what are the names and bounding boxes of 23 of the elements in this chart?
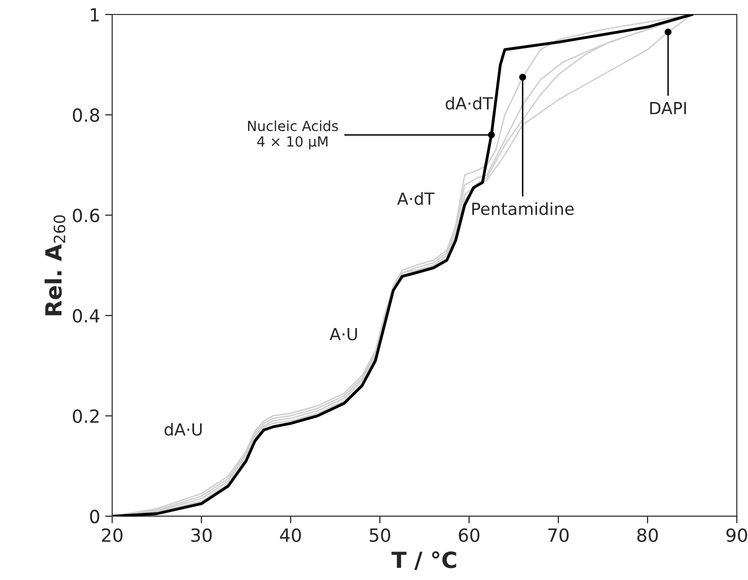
y-tick-label: 0.6	[72, 208, 100, 222]
annotation: Pentamidine	[472, 202, 574, 216]
x-tick-label: 60	[458, 528, 480, 542]
annotation: A·dT	[397, 192, 435, 205]
x-tick-label: 80	[637, 528, 658, 542]
x-tick-label: 20	[102, 528, 122, 542]
y-tick-label: 0.8	[72, 108, 100, 122]
annotation: Nucleic Acids 4 × 10 μM	[248, 120, 338, 150]
annotation: A·U	[330, 328, 357, 340]
x-tick-label: 50	[370, 528, 390, 542]
x-tick-label: 90	[726, 528, 748, 542]
y-tick-label: 0.4	[72, 308, 100, 323]
y-tick-label: 0	[90, 510, 100, 524]
x-tick-label: 40	[280, 528, 301, 542]
annotation: dA·dT	[446, 96, 493, 110]
y-axis-title: Rel. A$_{260}$	[44, 215, 66, 316]
annotation: dA·U	[164, 422, 202, 436]
x-axis-title: T / °C	[392, 551, 456, 570]
y-tick-label: 1	[90, 8, 99, 22]
y-tick-label: 0.2	[72, 409, 99, 423]
x-tick-label: 70	[548, 528, 569, 542]
annotation: DAPI	[650, 102, 686, 114]
x-tick-label: 30	[191, 528, 212, 542]
